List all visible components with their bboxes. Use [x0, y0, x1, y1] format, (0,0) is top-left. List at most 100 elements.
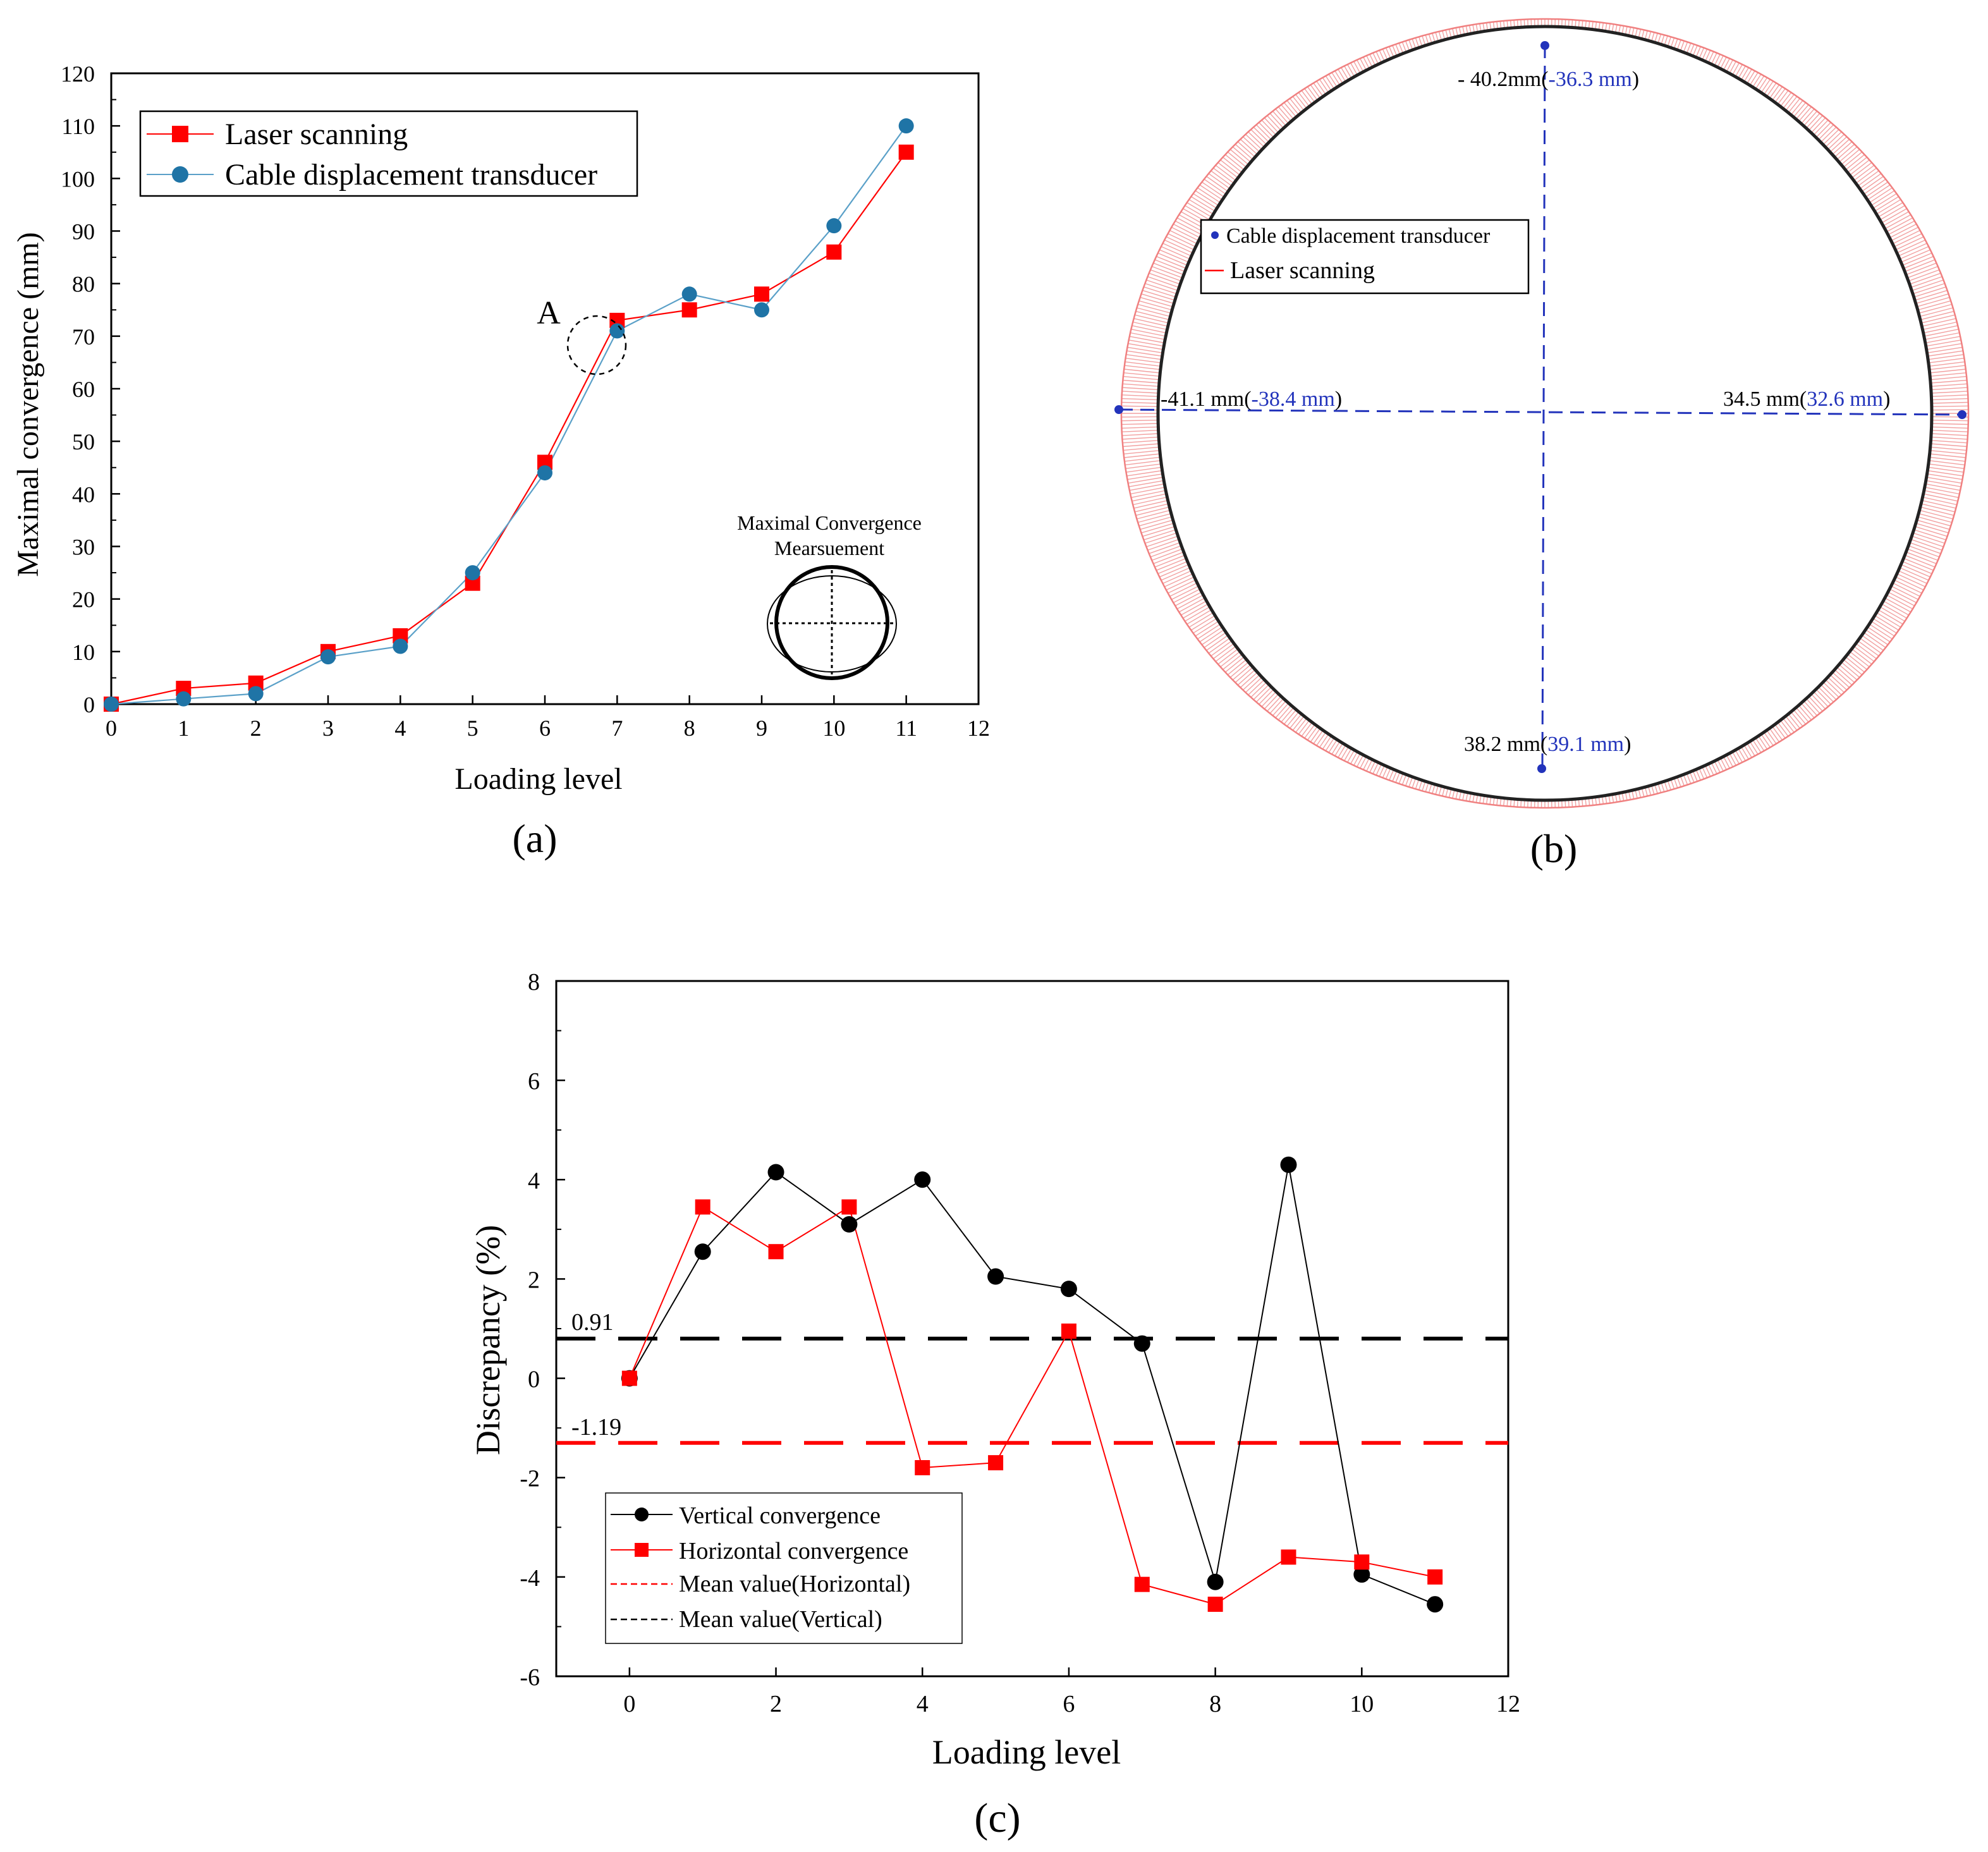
panel-b-hatch-line [1820, 126, 1837, 143]
panel-c-y-tick-label: 4 [528, 1167, 540, 1194]
panel-b-hatch-line [1292, 96, 1305, 111]
panel-a-point-cable [320, 649, 336, 665]
panel-b-hatch-line [1680, 775, 1685, 786]
panel-b-hatch-line [1174, 591, 1202, 607]
panel-b-hatch-line [1171, 585, 1199, 600]
panel-b-hatch-line [1651, 32, 1655, 42]
panel-b-hatch-line [1264, 693, 1279, 710]
panel-b-hatch-line [1692, 45, 1698, 56]
panel-b-hatch-line [1790, 711, 1803, 727]
panel-b-hatch-line [1882, 211, 1910, 226]
panel-a-y-tick-label: 110 [61, 114, 95, 139]
panel-b-hatch-line [1137, 509, 1171, 520]
panel-b-hatch-line [1392, 771, 1398, 782]
panel-b-hatch-line [1310, 84, 1321, 99]
panel-b-hatch-line [1301, 722, 1313, 737]
panel-b-hatch-line [1138, 300, 1173, 311]
panel-b-hatch-line [1319, 734, 1329, 748]
panel-b-hatch-line [1220, 651, 1241, 667]
panel-b-hatch-line [1126, 350, 1162, 357]
panel-b-hatch-line [1910, 539, 1942, 551]
panel-b-hatch-line [1777, 722, 1789, 737]
panel-b-hatch-line [1137, 513, 1172, 523]
panel-b-hatch-line [1676, 776, 1681, 788]
panel-b-hatch-line [1851, 162, 1872, 178]
panel-b-hatch-line [1334, 70, 1343, 84]
panel-b-hatch-line [1363, 757, 1370, 771]
panel-b-hatch-line [1121, 394, 1159, 397]
panel-b-hatch-line [1923, 493, 1958, 502]
panel-b-hatch-line [1259, 689, 1274, 705]
panel-b-hatch-line [1832, 138, 1850, 155]
panel-b-hatch-line [1772, 726, 1783, 741]
panel-b-hatch-line [1926, 343, 1962, 350]
panel-b-hatch-line [1913, 529, 1946, 540]
panel-b-hatch-line [1714, 54, 1721, 66]
panel-a-point-laser [681, 302, 697, 318]
panel-b-hatch-line [1133, 496, 1168, 506]
panel-b-hatch-line [1425, 35, 1429, 45]
panel-b-hatch-line [1428, 783, 1432, 793]
panel-b-hatch-line [1169, 229, 1198, 245]
panel-b-hatch-line [1820, 684, 1837, 700]
panel-b-hatch-line [1150, 545, 1182, 557]
panel-b-hatch-line [1126, 466, 1162, 473]
panel-b-hatch-line [1723, 756, 1730, 769]
panel-b-label-left-cable: -38.4 mm [1252, 387, 1335, 411]
panel-b-hatch-line [1248, 131, 1265, 148]
panel-b-hatch-line [1185, 606, 1210, 622]
panel-b-hatch-line [1894, 233, 1922, 248]
panel-b-hatch-line [1253, 684, 1269, 700]
panel-b-hatch-line [1813, 119, 1829, 136]
panel-b-hatch-line [1729, 753, 1736, 766]
panel-b-hatch-line [1825, 679, 1842, 695]
panel-b-hatch-line [1747, 70, 1755, 84]
panel-b-hatch-line [1800, 108, 1815, 125]
panel-b-hatch-line [1906, 548, 1939, 561]
panel-b-hatch-line [1720, 56, 1727, 70]
panel-b-hatch-line [1928, 463, 1965, 469]
panel-b-hatch-line [1927, 466, 1964, 473]
panel-b-hatch-line [1188, 612, 1214, 628]
panel-b-hatch-line [1375, 764, 1382, 776]
panel-b-hatch-line [1808, 115, 1823, 131]
panel-b-hatch-line [1162, 243, 1192, 257]
panel-b-hatch-line [1412, 39, 1417, 49]
panel-b-hatch-line [1774, 88, 1786, 103]
panel-b-hatch-line [1790, 100, 1803, 116]
panel-c-point-vertical [1427, 1596, 1444, 1613]
panel-c-y-tick-label: 2 [528, 1267, 540, 1293]
panel-b-hatch-line [1123, 450, 1160, 454]
panel-b-hatch-line [1930, 379, 1967, 384]
panel-b-cable-point-right [1958, 410, 1967, 419]
panel-b-hatch-line [1760, 79, 1771, 93]
panel-b-hatch-line [1334, 743, 1343, 757]
panel-b-hatch-line [1227, 659, 1247, 676]
panel-b-hatch-line [1154, 554, 1185, 568]
panel-b-hatch-line [1925, 483, 1961, 491]
panel-b-hatch-line [1123, 372, 1160, 377]
panel-b-hatch-line [1752, 74, 1762, 88]
panel-b-hatch-line [1267, 696, 1282, 712]
panel-b-hatch-line [1879, 205, 1905, 221]
panel-a-y-ticks: 0 10 20 30 40 50 60 70 80 90 100 110 120 [61, 61, 120, 717]
panel-b-hatch-line [1338, 69, 1346, 82]
panel-b-hatch-line [1884, 214, 1912, 229]
panel-b-hatch-line [1872, 618, 1897, 634]
panel-b-hatch-line [1931, 394, 1968, 397]
panel-a-point-cable [465, 565, 480, 581]
panel-b-hatch-line [1879, 606, 1905, 622]
panel-b-hatch-line [1926, 477, 1962, 484]
panel-b-hatch-line [1732, 63, 1740, 76]
panel-b-hatch-line [1829, 136, 1848, 153]
panel-b-label-right-laser: 34.5 mm [1723, 387, 1800, 411]
panel-b-hatch-line [1902, 252, 1932, 266]
panel-b-hatch-line [1717, 759, 1724, 772]
panel-b-hatch-line [1822, 681, 1839, 698]
panel-b-hatch-line [1929, 456, 1966, 462]
panel-b-hatch-line [1915, 289, 1948, 301]
panel-b-hatch-line [1395, 44, 1401, 55]
panel-a-point-cable [537, 465, 552, 481]
panel-a-x-tick-label: 1 [178, 716, 189, 741]
panel-a-legend-label-cable: Cable displacement transducer [225, 158, 597, 192]
